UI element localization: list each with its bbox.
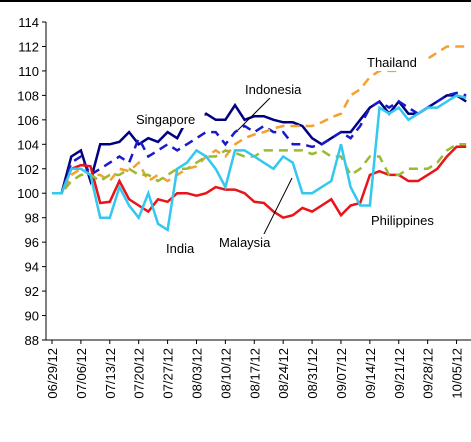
y-tick-label: 92: [25, 284, 39, 299]
x-tick-label: 08/03/12: [189, 348, 204, 399]
annotation-bg: [134, 111, 205, 128]
x-tick-label: 09/14/12: [363, 348, 378, 399]
series-line: [52, 91, 467, 195]
y-tick-label: 104: [17, 137, 39, 152]
x-tick-label: 08/10/12: [218, 348, 233, 399]
series-line: [52, 45, 467, 195]
series-line: [52, 143, 467, 195]
x-tick-label: 06/29/12: [45, 348, 60, 399]
annotation-leader: [261, 177, 293, 239]
annotation-bg: [217, 234, 281, 251]
annotation-bg: [365, 54, 429, 71]
x-tick-label: 08/31/12: [305, 348, 320, 399]
x-tick-label: 07/27/12: [161, 348, 176, 399]
y-tick-label: 114: [18, 15, 39, 30]
y-tick-label: 106: [17, 113, 39, 128]
series-label: Singapore: [136, 112, 195, 127]
series-label: Thailand: [367, 55, 417, 70]
y-tick-label: 112: [18, 39, 39, 54]
y-tick-label: 108: [17, 88, 39, 103]
x-tick-label: 07/06/12: [74, 348, 89, 399]
y-tick-label: 102: [17, 162, 39, 177]
x-tick-label: 07/20/12: [132, 348, 147, 399]
y-tick-label: 110: [18, 64, 39, 79]
series-line: [52, 94, 467, 195]
series-label: Malaysia: [219, 235, 271, 250]
x-tick-label: 09/07/12: [334, 348, 349, 399]
series-label: Indonesia: [245, 82, 302, 97]
x-tick-label: 10/05/12: [450, 348, 465, 399]
annotation-leader: [237, 97, 271, 131]
series-label: India: [166, 241, 195, 256]
x-tick-label: 07/13/12: [103, 348, 118, 399]
x-tick-label: 09/21/12: [392, 348, 407, 399]
y-tick-label: 88: [25, 333, 39, 348]
annotation-bg: [164, 240, 205, 257]
y-tick-label: 94: [25, 260, 39, 275]
y-tick-label: 96: [25, 235, 39, 250]
x-tick-label: 08/24/12: [276, 348, 291, 399]
x-tick-label: 08/17/12: [247, 348, 262, 399]
annotation-bg: [369, 212, 455, 229]
y-tick-label: 98: [25, 211, 39, 226]
series-line: [52, 94, 467, 232]
y-tick-label: 100: [17, 186, 39, 201]
y-tick-label: 90: [25, 309, 39, 324]
series-label: Philippines: [371, 213, 434, 228]
x-tick-label: 09/28/12: [421, 348, 436, 399]
annotation-bg: [243, 81, 314, 98]
